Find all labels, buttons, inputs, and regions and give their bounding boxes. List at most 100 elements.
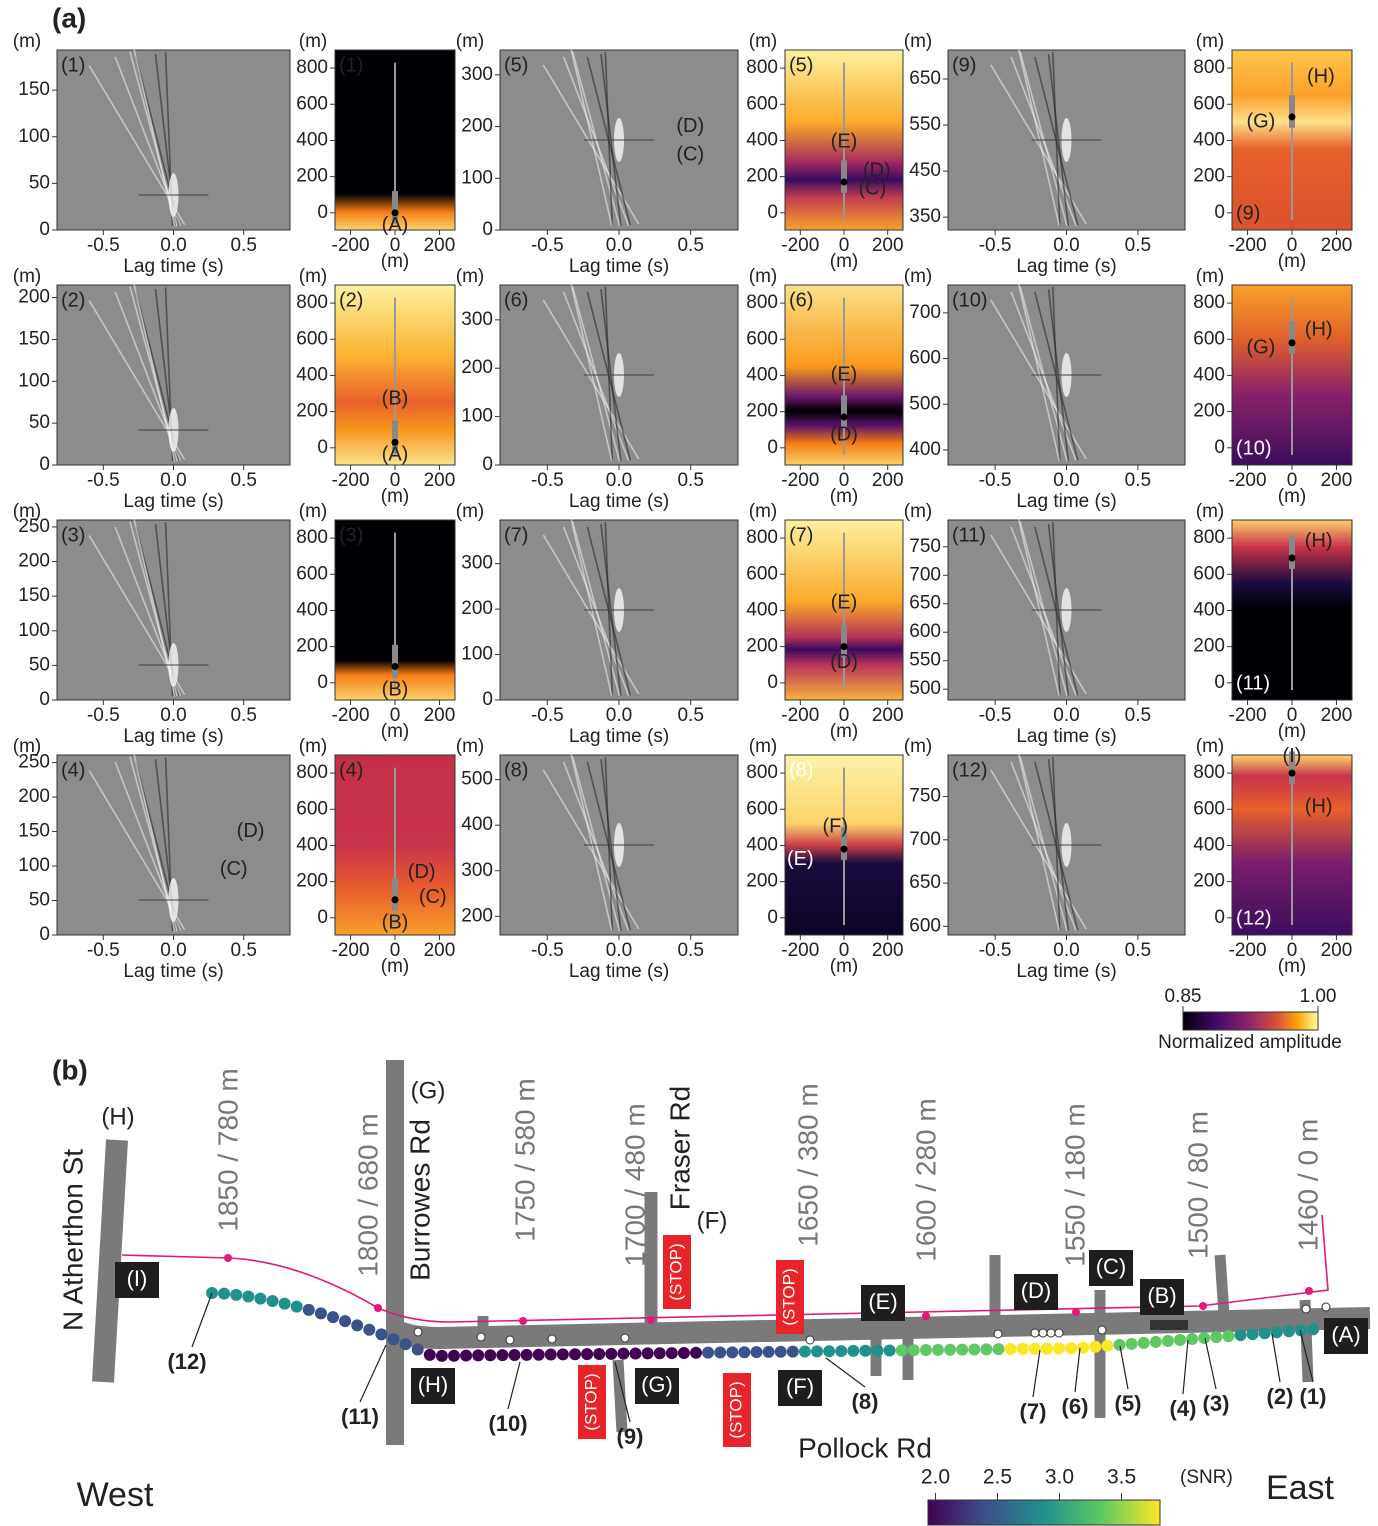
x-tick-label: 0.5	[677, 470, 703, 491]
source-zone	[1289, 95, 1295, 128]
x-unit: (m)	[381, 251, 409, 272]
snr-dot	[375, 1328, 388, 1341]
y-unit: (m)	[904, 501, 932, 522]
x-tick-label: -0.5	[979, 235, 1012, 256]
panel-id: (9)	[1236, 202, 1260, 224]
x-tick-label: 0	[839, 705, 850, 726]
snr-dot	[1246, 1328, 1259, 1341]
y-tick-label: 0	[482, 454, 493, 475]
snr-dot	[1004, 1343, 1017, 1356]
snr-dot	[835, 1345, 848, 1358]
source-point	[1288, 554, 1296, 562]
x-tick-label: -0.5	[531, 940, 564, 961]
receiver	[505, 1335, 515, 1345]
x-tick-label: -200	[332, 470, 370, 491]
location-label: (F)	[697, 1207, 728, 1234]
y-tick-label: 0	[317, 907, 328, 928]
waveform-trace	[569, 750, 613, 932]
source-zone	[841, 624, 847, 658]
x-tick-label: 200	[1321, 235, 1353, 256]
snr-dot	[1101, 1339, 1114, 1352]
source-point	[840, 178, 848, 186]
y-tick-label: 800	[1193, 762, 1225, 783]
y-unit: (m)	[299, 736, 327, 757]
fiber-marker	[224, 1254, 232, 1262]
x-unit: (m)	[830, 721, 858, 742]
leader	[1074, 1347, 1081, 1393]
panel-id: (3)	[339, 524, 363, 546]
y-tick-label: 650	[909, 68, 941, 89]
x-tick-label: 0.0	[606, 940, 632, 961]
snr-dot	[556, 1348, 569, 1361]
x-axis-label: Lag time (s)	[1016, 726, 1116, 747]
panel-id: (1)	[61, 54, 85, 76]
location-label: (H)	[418, 1372, 449, 1397]
snr-dot	[726, 1346, 739, 1359]
x-tick-label: -0.5	[87, 940, 120, 961]
y-tick-label: 0	[317, 437, 328, 458]
y-tick-label: 550	[909, 650, 941, 671]
x-tick-label: -200	[332, 705, 370, 726]
snr-dot	[266, 1294, 279, 1307]
snr-unit: (SNR)	[1180, 1467, 1233, 1488]
snr-dot	[1270, 1326, 1283, 1339]
direction: West	[77, 1476, 154, 1514]
snr-dot	[569, 1348, 581, 1361]
panel-id: (4)	[61, 759, 85, 781]
road	[389, 1307, 1371, 1350]
y-tick-label: 200	[461, 116, 493, 137]
fiber-marker	[519, 1317, 527, 1325]
waveform-trace	[604, 522, 614, 696]
y-tick-label: 0	[482, 219, 493, 240]
distance-mark: 1800 / 680 m	[352, 1113, 383, 1276]
y-tick-label: 200	[1193, 636, 1225, 657]
snr-dot	[677, 1346, 690, 1359]
y-tick-label: 750	[909, 786, 941, 807]
y-tick-label: 0	[39, 219, 50, 240]
y-tick-label: 0	[767, 202, 778, 223]
map-label: (I)	[1283, 745, 1302, 767]
y-unit: (m)	[904, 736, 932, 757]
snr-dot	[339, 1315, 352, 1328]
y-tick-label: 600	[746, 798, 778, 819]
leader	[1271, 1333, 1281, 1383]
source-zone	[841, 827, 847, 860]
snr-dot	[907, 1344, 920, 1357]
y-tick-label: 600	[746, 563, 778, 584]
y-tick-label: 0	[39, 454, 50, 475]
x-unit: (m)	[1278, 251, 1306, 272]
y-tick-label: 500	[909, 393, 941, 414]
station-label: (1)	[1300, 1384, 1327, 1409]
x-tick-label: 200	[872, 705, 904, 726]
y-tick-label: 800	[1193, 292, 1225, 313]
snr-dot	[314, 1307, 327, 1320]
x-axis-label: Lag time (s)	[1016, 491, 1116, 512]
source-point	[840, 413, 848, 421]
x-unit: (m)	[1278, 956, 1306, 977]
snr-dot	[823, 1345, 836, 1358]
x-tick-label: 200	[872, 470, 904, 491]
y-tick-label: 450	[909, 160, 941, 181]
x-tick-label: 0	[839, 235, 850, 256]
snr-dot	[520, 1348, 533, 1361]
snr-dot	[496, 1349, 509, 1362]
x-tick-label: 0	[390, 705, 401, 726]
waveform-trace	[1016, 515, 1061, 697]
snr-dot	[508, 1348, 521, 1361]
y-tick-label: 800	[746, 527, 778, 548]
panel-a-label: (a)	[52, 2, 86, 33]
snr-dot	[811, 1345, 823, 1358]
y-tick-label: 200	[746, 166, 778, 187]
x-tick-label: -200	[1229, 235, 1267, 256]
leader	[191, 1292, 213, 1348]
x-unit: (m)	[381, 956, 409, 977]
snr-dot	[992, 1343, 1005, 1356]
stop-sign	[723, 1373, 751, 1447]
y-tick-label: 250	[18, 516, 50, 537]
x-tick-label: 0.5	[1125, 940, 1151, 961]
map-label: (F)	[822, 816, 848, 838]
waveform-trace	[1016, 750, 1061, 932]
wave-label: (D)	[676, 115, 704, 137]
y-unit: (m)	[13, 266, 41, 287]
stop-sign	[578, 1365, 606, 1439]
